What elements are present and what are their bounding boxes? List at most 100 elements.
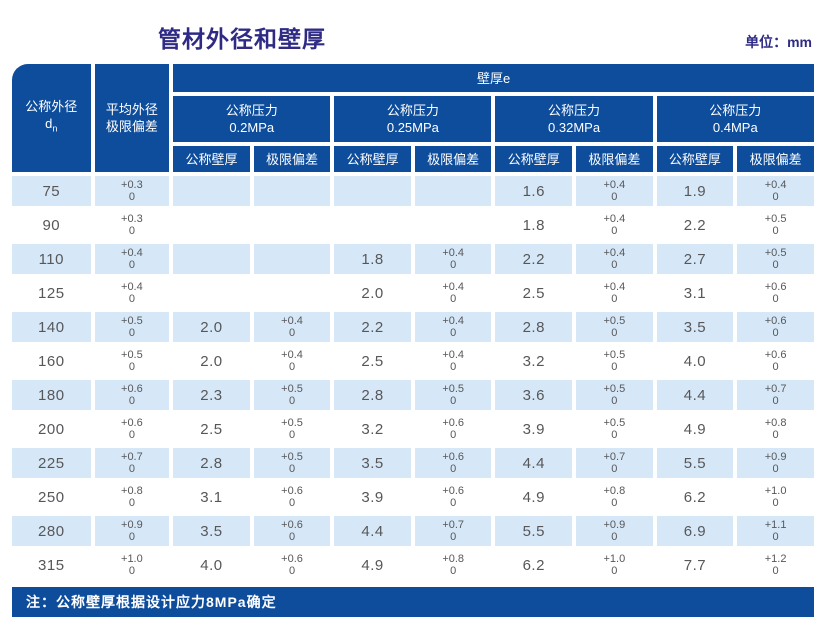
dn-symbol: dn [45,116,58,134]
cell-limit-deviation: +0.5 0 [576,380,653,410]
subheader-nominal-thickness: 公称壁厚 [495,146,573,172]
table-row: 160 +0.5 0 2.0 +0.4 0 2.5 +0.4 0 3.2 +0.5 0 4.0 +0.6 0 [12,346,814,376]
table-row: 225 +0.7 0 2.8 +0.5 0 3.5 +0.6 0 4.4 +0.7 0 5.5 +0.9 0 [12,448,814,478]
cell-limit-deviation: +0.4 0 [414,244,492,274]
pressure-value: 0.4MPa [712,120,758,135]
cell-limit-deviation: +0.7 0 [414,516,492,546]
col-header-avg-outer-diameter-deviation: 平均外径 极限偏差 [94,64,170,172]
cell-limit-deviation: +0.8 0 [414,550,492,580]
cell-nominal-thickness: 2.5 [173,414,250,444]
cell-limit-deviation: +0.5 0 [576,346,653,376]
cell-nominal-thickness: 2.2 [656,210,734,240]
table-row: 125 +0.4 0 2.0 +0.4 0 2.5 +0.4 0 3.1 +0.6 0 [12,278,814,308]
cell-nominal-thickness: 2.2 [495,244,573,274]
cell-nominal-diameter: 315 [12,550,91,580]
cell-limit-deviation: +0.6 0 [253,516,331,546]
cell-avg-diameter-deviation: +0.4 0 [94,278,170,308]
cell-nominal-thickness [334,176,411,206]
cell-nominal-diameter: 125 [12,278,91,308]
table-row: 110 +0.4 0 1.8 +0.4 0 2.2 +0.4 0 2.7 +0.5 0 [12,244,814,274]
cell-limit-deviation: +0.4 0 [576,244,653,274]
cell-nominal-thickness: 2.0 [334,278,411,308]
cell-limit-deviation [253,176,331,206]
cell-limit-deviation: +0.8 0 [737,414,814,444]
cell-nominal-thickness: 2.8 [334,380,411,410]
cell-nominal-thickness: 7.7 [656,550,734,580]
cell-limit-deviation: +0.7 0 [737,380,814,410]
cell-nominal-thickness: 4.0 [656,346,734,376]
cell-nominal-diameter: 250 [12,482,91,512]
cell-nominal-thickness [173,176,250,206]
pressure-group-header-0.4MPa: 公称压力 0.4MPa [656,96,814,142]
cell-limit-deviation [253,244,331,274]
subheader-nominal-thickness: 公称壁厚 [334,146,411,172]
cell-nominal-thickness: 6.2 [656,482,734,512]
pressure-group-header-0.25MPa: 公称压力 0.25MPa [334,96,492,142]
cell-avg-diameter-deviation: +0.5 0 [94,312,170,342]
cell-nominal-thickness: 2.5 [334,346,411,376]
cell-limit-deviation: +0.4 0 [253,346,331,376]
cell-nominal-thickness: 2.2 [334,312,411,342]
cell-limit-deviation [414,210,492,240]
cell-nominal-diameter: 110 [12,244,91,274]
pipe-dimensions-table: 公称外径 dn 平均外径 极限偏差 壁厚e 公称压力 0.2MPa 公称压力 0… [8,60,818,584]
cell-limit-deviation [253,210,331,240]
cell-avg-diameter-deviation: +0.5 0 [94,346,170,376]
cell-limit-deviation: +0.6 0 [414,414,492,444]
cell-nominal-diameter: 140 [12,312,91,342]
cell-nominal-thickness: 5.5 [495,516,573,546]
cell-nominal-thickness [173,210,250,240]
cell-nominal-thickness: 3.2 [334,414,411,444]
pressure-value: 0.32MPa [548,120,601,135]
cell-nominal-thickness: 3.1 [656,278,734,308]
cell-limit-deviation: +1.0 0 [576,550,653,580]
cell-nominal-thickness: 3.5 [334,448,411,478]
cell-nominal-thickness [173,278,250,308]
cell-limit-deviation: +0.6 0 [414,448,492,478]
cell-limit-deviation: +0.4 0 [414,346,492,376]
cell-avg-diameter-deviation: +0.7 0 [94,448,170,478]
cell-nominal-thickness: 4.9 [334,550,411,580]
cell-avg-diameter-deviation: +0.9 0 [94,516,170,546]
col-header-text: 极限偏差 [105,119,158,134]
cell-nominal-thickness: 2.8 [495,312,573,342]
subheader-limit-deviation: 极限偏差 [414,146,492,172]
table-row: 140 +0.5 0 2.0 +0.4 0 2.2 +0.4 0 2.8 +0.5 0 3.5 +0.6 0 [12,312,814,342]
cell-limit-deviation [253,278,331,308]
cell-limit-deviation: +0.5 0 [253,380,331,410]
cell-limit-deviation: +0.5 0 [414,380,492,410]
cell-limit-deviation: +0.4 0 [576,278,653,308]
subheader-nominal-thickness: 公称壁厚 [656,146,734,172]
subheader-nominal-thickness: 公称壁厚 [173,146,250,172]
cell-nominal-thickness: 2.0 [173,346,250,376]
cell-nominal-thickness: 2.7 [656,244,734,274]
page-title: 管材外径和壁厚 [158,26,326,52]
cell-nominal-thickness: 2.0 [173,312,250,342]
cell-limit-deviation: +0.9 0 [576,516,653,546]
col-header-nominal-outer-diameter: 公称外径 dn [12,64,91,172]
cell-nominal-thickness: 4.9 [656,414,734,444]
cell-avg-diameter-deviation: +0.8 0 [94,482,170,512]
cell-limit-deviation: +0.4 0 [253,312,331,342]
table-row: 280 +0.9 0 3.5 +0.6 0 4.4 +0.7 0 5.5 +0.9 0 6.9 +1.1 0 [12,516,814,546]
cell-limit-deviation: +0.5 0 [253,448,331,478]
cell-avg-diameter-deviation: +0.4 0 [94,244,170,274]
cell-avg-diameter-deviation: +0.3 0 [94,210,170,240]
cell-nominal-thickness: 2.3 [173,380,250,410]
col-header-text: 平均外径 [105,102,158,117]
cell-limit-deviation: +0.4 0 [576,210,653,240]
cell-nominal-thickness: 1.8 [334,244,411,274]
cell-nominal-thickness: 6.9 [656,516,734,546]
cell-nominal-diameter: 200 [12,414,91,444]
cell-nominal-thickness: 4.9 [495,482,573,512]
cell-limit-deviation: +0.5 0 [576,414,653,444]
page-header: 管材外径和壁厚 单位：mm [0,0,826,60]
wall-thickness-span-header: 壁厚e [173,64,814,92]
table-row: 315 +1.0 0 4.0 +0.6 0 4.9 +0.8 0 6.2 +1.0 0 7.7 +1.2 0 [12,550,814,580]
cell-nominal-thickness: 3.2 [495,346,573,376]
cell-limit-deviation: +0.6 0 [253,550,331,580]
cell-nominal-diameter: 75 [12,176,91,206]
cell-limit-deviation: +0.4 0 [576,176,653,206]
cell-nominal-thickness: 4.0 [173,550,250,580]
